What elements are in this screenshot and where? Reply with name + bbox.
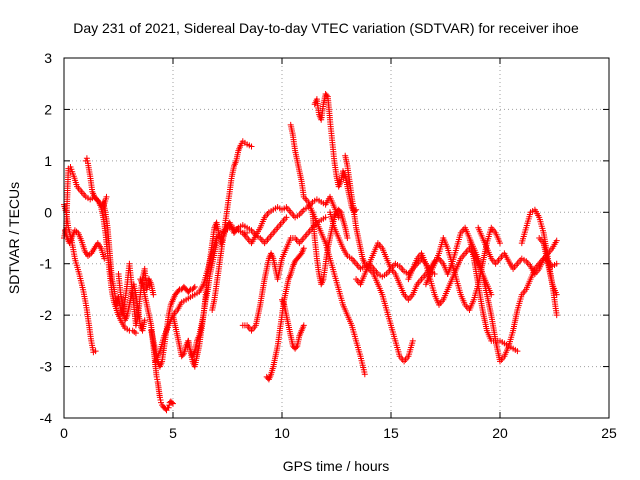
y-tick-label: 2 bbox=[44, 101, 52, 117]
data-markers bbox=[422, 224, 503, 313]
series-arc-17 bbox=[287, 121, 368, 378]
data-points bbox=[61, 91, 560, 414]
series-arc-29 bbox=[536, 235, 560, 298]
x-tick-label: 25 bbox=[601, 425, 617, 441]
chart-title: Day 231 of 2021, Sidereal Day-to-day VTE… bbox=[73, 20, 579, 36]
y-tick-label: -4 bbox=[40, 410, 53, 426]
x-tick-label: 5 bbox=[169, 425, 177, 441]
data-markers bbox=[115, 271, 148, 334]
data-markers bbox=[239, 214, 329, 334]
y-tick-label: 3 bbox=[44, 50, 52, 66]
series-arc-21 bbox=[342, 152, 416, 365]
x-axis-label: GPS time / hours bbox=[283, 458, 390, 474]
y-tick-label: 0 bbox=[44, 204, 52, 220]
x-tick-label: 0 bbox=[60, 425, 68, 441]
data-markers bbox=[287, 121, 368, 378]
data-markers bbox=[279, 296, 307, 352]
series-arc-24 bbox=[422, 224, 503, 313]
plot-frame bbox=[63, 57, 610, 419]
y-tick-label: -3 bbox=[40, 359, 53, 375]
x-tick-label: 15 bbox=[383, 425, 399, 441]
series-arc-26 bbox=[466, 235, 560, 365]
series-arc-11 bbox=[185, 138, 255, 370]
data-markers bbox=[342, 152, 416, 365]
series-arc-16 bbox=[279, 296, 307, 352]
series-arc-14 bbox=[239, 214, 329, 334]
y-tick-label: -2 bbox=[40, 307, 53, 323]
x-tick-label: 10 bbox=[274, 425, 290, 441]
y-tick-label: 1 bbox=[44, 153, 52, 169]
y-tick-label: -1 bbox=[40, 256, 53, 272]
x-tick-label: 20 bbox=[492, 425, 508, 441]
series-arc-5 bbox=[100, 199, 157, 329]
data-markers bbox=[536, 235, 560, 298]
y-axis-label: SDTVAR / TECUs bbox=[6, 182, 22, 294]
data-markers bbox=[185, 138, 255, 370]
data-markers bbox=[209, 214, 290, 313]
series-arc-6 bbox=[115, 271, 148, 334]
data-markers bbox=[100, 199, 157, 329]
series-arc-18 bbox=[309, 206, 351, 288]
data-markers bbox=[309, 206, 351, 288]
data-markers bbox=[466, 235, 560, 365]
series-arc-12 bbox=[209, 214, 290, 313]
